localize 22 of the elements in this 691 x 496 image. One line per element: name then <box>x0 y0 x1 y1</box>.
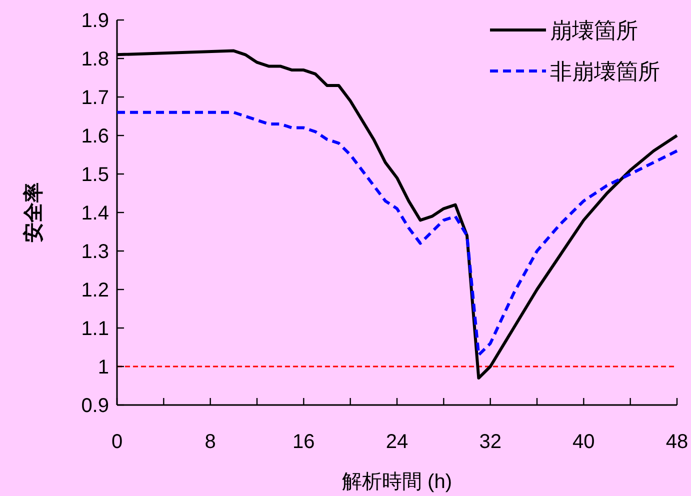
x-axis-title: 解析時間 (h) <box>342 471 452 493</box>
y-tick-label: 1.4 <box>81 202 109 224</box>
y-tick-label: 1.1 <box>81 318 109 340</box>
y-tick-label: 1.7 <box>81 87 109 109</box>
x-tick-label: 8 <box>204 431 216 453</box>
x-tick-label: 32 <box>479 431 502 453</box>
y-axis-title: 安全率 <box>22 182 45 242</box>
y-tick-label: 1.9 <box>81 10 109 32</box>
y-tick-label: 0.9 <box>81 395 109 417</box>
y-tick-label: 1.6 <box>81 126 109 148</box>
legend-label: 非崩壊箇所 <box>550 59 660 84</box>
legend-label: 崩壊箇所 <box>550 18 638 43</box>
y-tick-label: 1.2 <box>81 280 109 302</box>
x-tick-label: 48 <box>666 431 688 453</box>
x-tick-label: 40 <box>572 431 595 453</box>
x-tick-label: 0 <box>111 431 123 453</box>
x-tick-label: 16 <box>292 431 315 453</box>
y-tick-label: 1.3 <box>81 241 109 263</box>
x-tick-label: 24 <box>386 431 408 453</box>
y-tick-label: 1 <box>98 356 109 378</box>
y-tick-label: 1.8 <box>81 48 109 70</box>
y-tick-label: 1.5 <box>81 164 109 186</box>
